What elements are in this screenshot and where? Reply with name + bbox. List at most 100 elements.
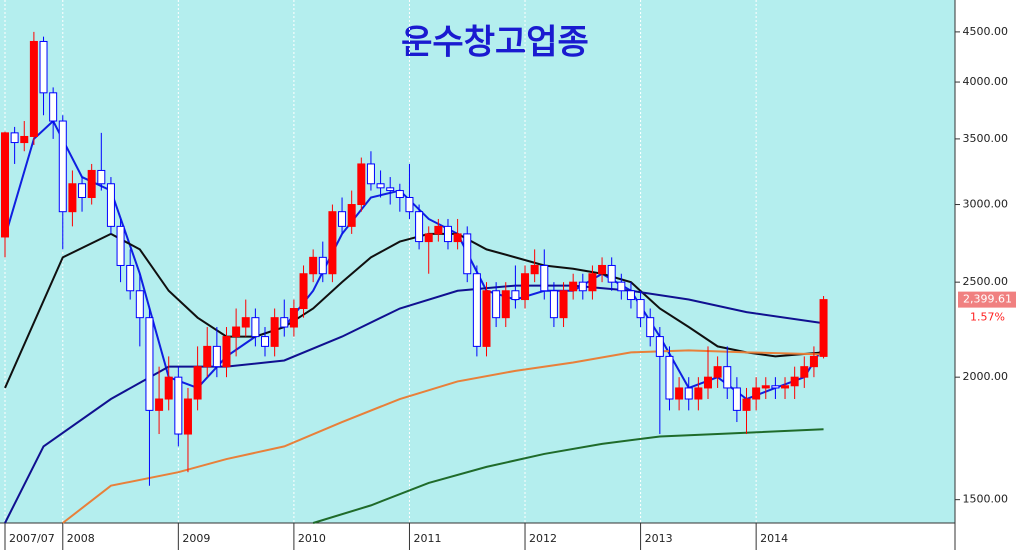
candle-body xyxy=(212,345,221,368)
candle-body xyxy=(164,376,173,400)
line-series xyxy=(4,119,825,401)
candle-body xyxy=(549,290,558,319)
candle-body xyxy=(607,264,616,283)
candle-body xyxy=(261,336,270,347)
candle-body xyxy=(588,273,597,292)
candle-body xyxy=(694,387,703,400)
candle-body xyxy=(636,299,645,319)
candle-body xyxy=(675,387,684,400)
candle-body xyxy=(78,183,87,198)
y-tick-label: 3000.00 xyxy=(963,198,1009,211)
candle-body xyxy=(232,326,241,338)
candle-body xyxy=(376,183,385,189)
candle-body xyxy=(405,196,414,213)
y-tick-label: 4000.00 xyxy=(963,75,1009,88)
y-axis-panel xyxy=(955,0,1017,550)
y-tick-label: 1500.00 xyxy=(963,493,1009,506)
candle-body xyxy=(145,317,154,411)
candle-body xyxy=(800,366,809,378)
chart-title: 운수창고업종 xyxy=(401,23,589,63)
y-tick-label: 2000.00 xyxy=(963,370,1009,383)
candle-body xyxy=(395,190,404,198)
candle-body xyxy=(280,317,289,328)
candle-body xyxy=(482,290,491,347)
candle-body xyxy=(183,398,192,435)
line-series xyxy=(4,284,824,524)
candle-body xyxy=(781,385,790,389)
candle-body xyxy=(155,398,164,411)
candle-body xyxy=(87,169,96,198)
candle-body xyxy=(655,336,664,357)
y-tick-label: 2500.00 xyxy=(963,275,1009,288)
change-label: 1.57% xyxy=(970,311,1005,324)
candle-body xyxy=(203,345,212,368)
candle-body xyxy=(328,211,337,275)
candle-body xyxy=(97,169,106,185)
candle-body xyxy=(222,336,231,368)
candle-body xyxy=(540,264,549,292)
price-tag xyxy=(958,291,1016,308)
candle-body xyxy=(790,376,799,387)
candle-body xyxy=(684,387,693,400)
x-tick-label: 2012 xyxy=(529,532,557,545)
candle-body xyxy=(338,211,347,227)
candle-body xyxy=(752,387,761,400)
candle-body xyxy=(559,290,568,319)
candle-body xyxy=(10,132,19,144)
candle-body xyxy=(309,256,318,275)
candle-body xyxy=(49,92,58,122)
line-series xyxy=(312,428,824,524)
candle-body xyxy=(357,163,366,206)
candle-body xyxy=(366,163,375,185)
candle-body xyxy=(241,317,250,328)
candle-body xyxy=(463,233,472,275)
candle-body xyxy=(443,225,452,243)
candle-body xyxy=(20,135,29,144)
candle-body xyxy=(665,355,674,400)
line-series xyxy=(62,349,824,524)
candle-body xyxy=(617,281,626,292)
candle-body xyxy=(713,366,722,378)
x-tick-label: 2007/07 xyxy=(9,532,55,545)
candle-body xyxy=(723,366,732,389)
candle-body xyxy=(809,355,818,368)
candle-body xyxy=(174,376,183,435)
candle-body xyxy=(106,183,115,227)
candle-body xyxy=(819,299,828,357)
candle-body xyxy=(578,281,587,292)
candle-body xyxy=(68,183,77,213)
x-tick-label: 2013 xyxy=(645,532,673,545)
candle-body xyxy=(761,385,770,389)
candle-body xyxy=(771,385,780,389)
candle-body xyxy=(318,256,327,275)
candle-body xyxy=(1,132,9,238)
candle-body xyxy=(501,290,510,319)
candle-body xyxy=(415,211,424,243)
candle-body xyxy=(511,290,520,301)
candle-body xyxy=(742,398,751,411)
candle-body xyxy=(472,273,481,347)
candle-body xyxy=(29,40,38,137)
candle-body xyxy=(626,290,635,301)
candle-body xyxy=(434,225,443,235)
candle-body xyxy=(386,187,395,192)
candle-body xyxy=(569,281,578,292)
candle-body xyxy=(116,225,125,266)
candle-body xyxy=(289,308,298,328)
plot-area xyxy=(0,0,955,523)
price-tag-label: 2,399.61 xyxy=(963,293,1012,306)
candle-body xyxy=(270,317,279,347)
candle-body xyxy=(193,366,202,400)
y-tick-label: 3500.00 xyxy=(963,132,1009,145)
x-tick-label: 2008 xyxy=(67,532,95,545)
x-tick-label: 2010 xyxy=(298,532,326,545)
candle-body xyxy=(299,273,308,310)
candle-body xyxy=(492,290,501,319)
candle-body xyxy=(126,264,135,292)
candle-body xyxy=(530,264,539,275)
candle-body xyxy=(251,317,260,338)
candle-body xyxy=(58,120,67,213)
x-axis-panel xyxy=(0,523,955,550)
